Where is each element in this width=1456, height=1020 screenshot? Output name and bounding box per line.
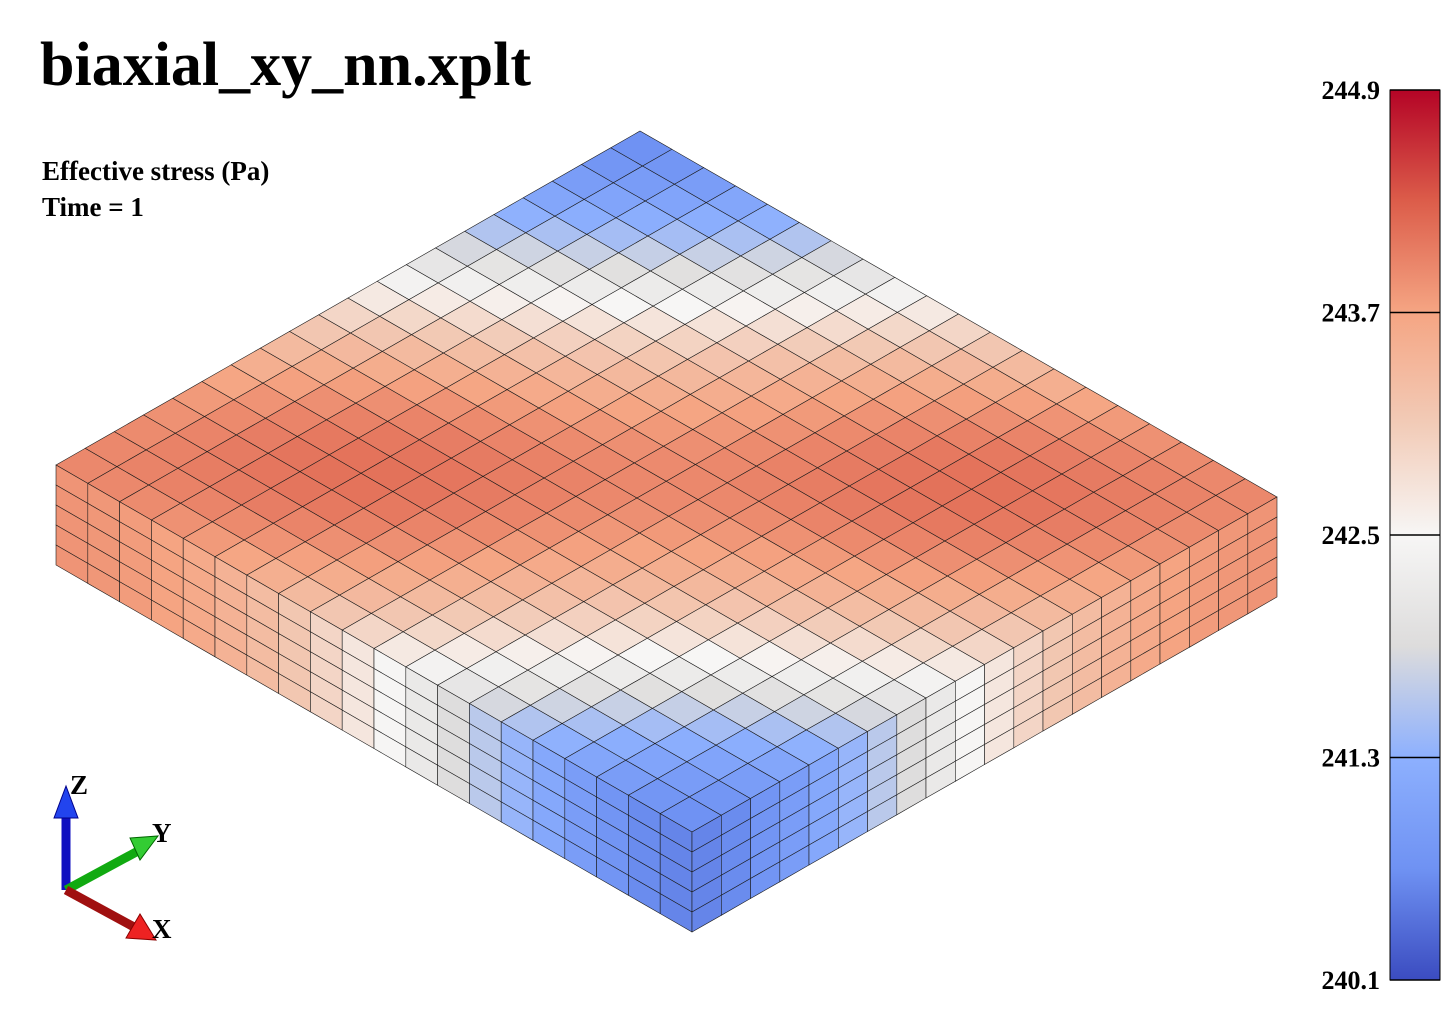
colorbar-tick-label: 244.9: [1322, 76, 1381, 105]
front-left-face: [55, 464, 693, 933]
x-axis-line: [63, 886, 137, 931]
y-axis-label: Y: [152, 818, 172, 848]
x-axis-arrow: [125, 913, 157, 941]
plot-title: biaxial_xy_nn.xplt: [40, 31, 531, 99]
colorbar-tick-label: 243.7: [1322, 299, 1381, 328]
top-face: [55, 130, 1278, 833]
colorbar-tick-label: 240.1: [1322, 966, 1381, 995]
mesh-element: [1247, 576, 1278, 615]
time-label: Time = 1: [42, 192, 144, 222]
mesh-model[interactable]: [0, 0, 1290, 1020]
axis-triad: Z Y X: [53, 770, 172, 944]
x-axis-label: X: [152, 914, 172, 944]
y-axis-arrow: [129, 835, 160, 861]
colorbar-tick-label: 242.5: [1322, 521, 1381, 550]
colorbar: 244.9 243.7 242.5 241.3 240.1: [1322, 76, 1441, 995]
z-axis-arrow: [53, 784, 79, 819]
colorbar-tick-label: 241.3: [1322, 744, 1381, 773]
field-label: Effective stress (Pa): [42, 156, 270, 186]
z-axis-label: Z: [70, 770, 88, 800]
front-right-face: [691, 496, 1278, 933]
y-axis-line: [63, 847, 141, 894]
